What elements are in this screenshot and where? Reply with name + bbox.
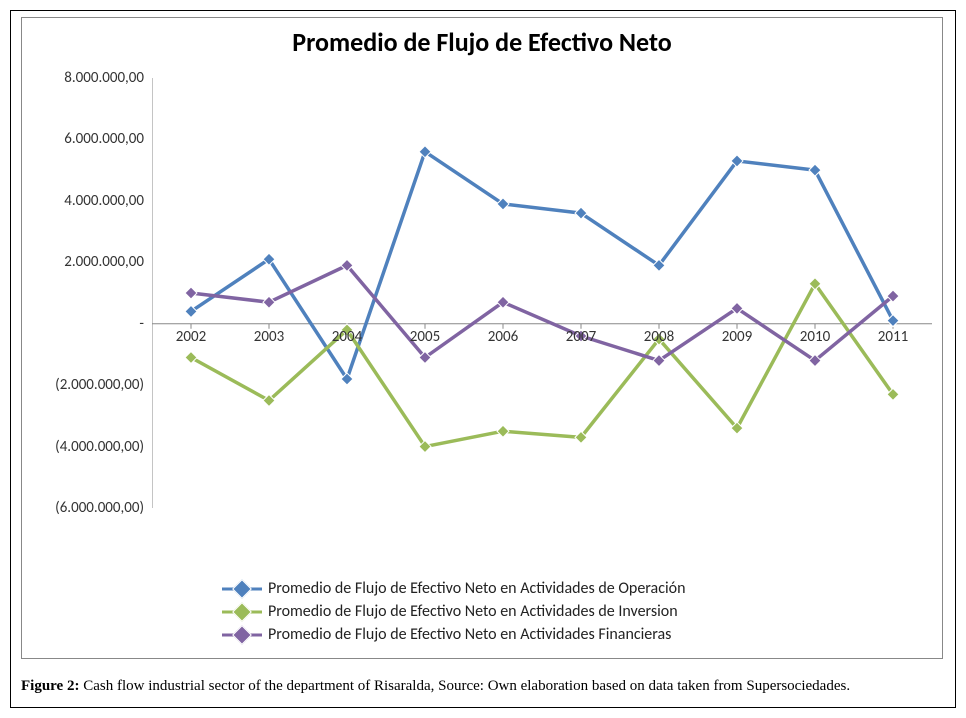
- legend: Promedio de Flujo de Efectivo Neto en Ac…: [222, 575, 685, 648]
- legend-item: Promedio de Flujo de Efectivo Neto en Ac…: [222, 625, 685, 644]
- x-tick-label: 2010: [800, 326, 830, 346]
- x-tick-label: 2008: [644, 326, 674, 346]
- y-tick-label: 6.000.000,00: [64, 130, 152, 148]
- y-tick-label: (2.000.000,00): [55, 376, 152, 394]
- plot-area: 8.000.000,006.000.000,004.000.000,002.00…: [152, 78, 932, 508]
- caption-label: Figure 2:: [21, 678, 79, 694]
- y-tick-label: 8.000.000,00: [64, 69, 152, 87]
- x-tick-label: 2005: [410, 326, 440, 346]
- figure-container: Promedio de Flujo de Efectivo Neto 8.000…: [10, 10, 956, 708]
- legend-item: Promedio de Flujo de Efectivo Neto en Ac…: [222, 602, 685, 621]
- caption-text: Cash flow industrial sector of the depar…: [79, 678, 850, 694]
- x-tick-label: 2006: [488, 326, 518, 346]
- chart-title: Promedio de Flujo de Efectivo Neto: [22, 18, 942, 58]
- y-tick-label: (4.000.000,00): [55, 438, 152, 456]
- legend-swatch: [222, 580, 262, 598]
- chart-area: Promedio de Flujo de Efectivo Neto 8.000…: [21, 17, 943, 659]
- legend-label: Promedio de Flujo de Efectivo Neto en Ac…: [268, 579, 685, 598]
- x-tick-label: 2011: [878, 326, 908, 346]
- x-tick-label: 2004: [332, 326, 362, 346]
- legend-item: Promedio de Flujo de Efectivo Neto en Ac…: [222, 579, 685, 598]
- figure-caption: Figure 2: Cash flow industrial sector of…: [21, 678, 850, 695]
- x-tick-label: 2009: [722, 326, 752, 346]
- legend-swatch: [222, 603, 262, 621]
- y-tick-label: 2.000.000,00: [64, 253, 152, 271]
- legend-label: Promedio de Flujo de Efectivo Neto en Ac…: [268, 625, 671, 644]
- y-tick-label: 4.000.000,00: [64, 192, 152, 210]
- legend-swatch: [222, 626, 262, 644]
- y-tick-label: -: [139, 315, 152, 333]
- x-tick-label: 2002: [176, 326, 206, 346]
- legend-label: Promedio de Flujo de Efectivo Neto en Ac…: [268, 602, 678, 621]
- x-tick-label: 2003: [254, 326, 284, 346]
- y-tick-label: (6.000.000,00): [55, 499, 152, 517]
- x-tick-label: 2007: [566, 326, 596, 346]
